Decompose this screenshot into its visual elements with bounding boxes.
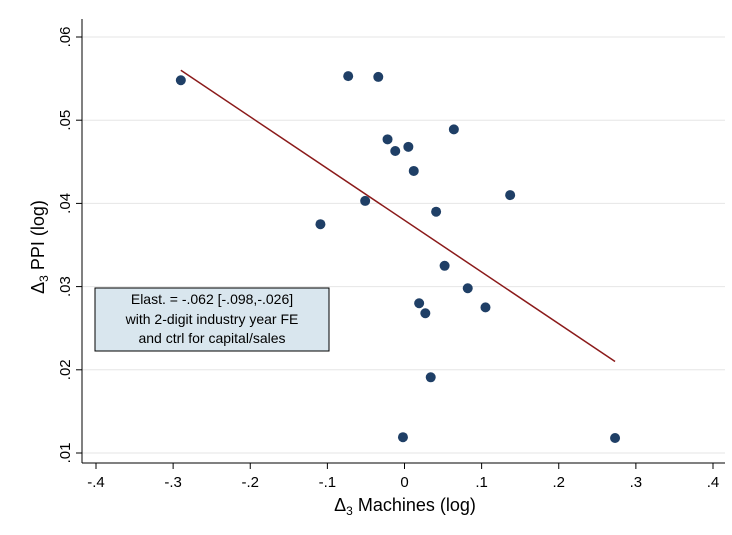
y-axis-title: Δ3 PPI (log) [28,200,51,294]
scatter-point-13 [462,283,473,294]
scatter-point-10 [505,190,516,201]
x-tick-label-2: -.2 [241,474,259,491]
x-tick-label-7: .3 [630,474,643,491]
scatter-point-16 [420,308,431,319]
annotation-box: Elast. = -.062 [-.098,-.026] with 2-digi… [94,287,330,352]
scatter-point-11 [315,219,326,230]
scatter-points [175,71,621,444]
scatter-point-12 [439,260,450,271]
scatter-point-7 [408,165,419,176]
scatter-point-19 [610,433,621,444]
y-tick-label-5: .06 [57,27,74,48]
y-tick-label-2: .03 [57,276,74,297]
fit-line [180,69,616,363]
annotation-line-1: Elast. = -.062 [-.098,-.026] [131,291,293,307]
scatter-point-17 [425,372,436,383]
x-axis-title: Δ3 Machines (log) [334,495,476,518]
scatter-point-18 [397,432,408,443]
scatter-point-4 [390,145,401,156]
x-tick-label-3: -.1 [319,474,337,491]
fit-line-group [180,69,616,363]
annotation-background [94,287,330,352]
scatter-point-6 [448,124,459,135]
x-tick-label-1: -.3 [164,474,182,491]
x-axis-ticks: -.4 -.3 -.2 -.1 0 .1 .2 .3 .4 [87,463,719,491]
y-tick-label-0: .01 [57,443,74,464]
y-tick-label-1: .02 [57,359,74,380]
axes [81,19,725,464]
y-tick-label-4: .05 [57,110,74,131]
x-tick-label-6: .2 [552,474,565,491]
scatter-point-3 [382,134,393,145]
annotation-line-3: and ctrl for capital/sales [138,330,285,346]
y-tick-label-3: .04 [57,193,74,214]
x-tick-label-5: .1 [475,474,488,491]
x-tick-label-8: .4 [707,474,720,491]
scatter-point-14 [414,298,425,309]
scatter-point-1 [343,71,354,82]
y-axis-ticks: .01 .02 .03 .04 .05 .06 [57,27,82,464]
scatter-point-15 [480,302,491,313]
scatter-point-2 [373,71,384,82]
scatter-point-9 [431,206,442,217]
x-tick-label-4: 0 [400,474,408,491]
annotation-line-2: with 2-digit industry year FE [125,311,299,327]
scatter-point-5 [403,141,414,152]
scatter-point-8 [360,195,371,206]
x-tick-label-0: -.4 [87,474,105,491]
gridlines [82,36,725,454]
scatter-point-0 [175,75,186,86]
